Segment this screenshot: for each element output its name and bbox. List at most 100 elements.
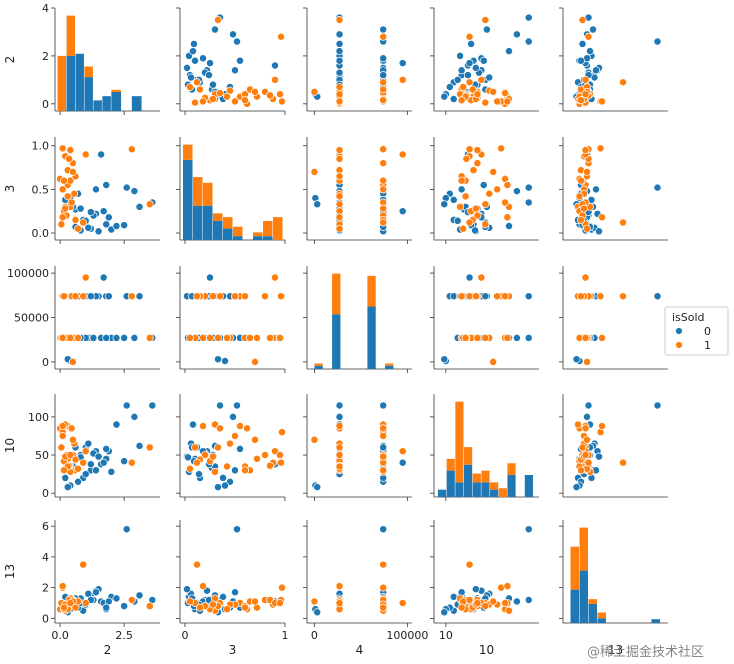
scatter-point-1 — [310, 435, 319, 444]
scatter-point-1 — [619, 218, 627, 227]
y-tick-label: 0.0 — [32, 227, 50, 240]
y-tick-label: 100 — [28, 411, 49, 424]
scatter-point-0 — [465, 59, 474, 68]
scatter-point-1 — [58, 213, 67, 222]
hist-bar-0 — [213, 220, 223, 240]
legend-label-1: 1 — [704, 339, 711, 352]
scatter-point-0 — [231, 466, 239, 475]
hist-bar-0 — [597, 618, 606, 623]
scatter-point-1 — [127, 145, 136, 154]
scatter-point-0 — [479, 56, 488, 65]
y-tick-label: 50000 — [14, 312, 49, 325]
scatter-point-0 — [102, 220, 111, 229]
scatter-point-1 — [58, 422, 67, 430]
scatter-point-1 — [127, 292, 136, 301]
scatter-point-1 — [223, 333, 231, 342]
scatter-point-0 — [335, 401, 344, 410]
scatter-point-1 — [65, 154, 74, 163]
scatter-point-1 — [469, 166, 478, 175]
scatter-point-0 — [184, 453, 192, 462]
hist-bar-1 — [203, 182, 213, 206]
scatter-point-1 — [473, 599, 482, 607]
scatter-point-1 — [214, 16, 222, 24]
scatter-point-1 — [243, 424, 251, 433]
scatter-point-1 — [310, 87, 319, 96]
y-tick-label: 2 — [42, 582, 49, 595]
scatter-point-1 — [335, 443, 344, 452]
scatter-point-1 — [481, 200, 490, 209]
scatter-point-0 — [195, 470, 203, 479]
scatter-point-0 — [595, 452, 603, 461]
scatter-point-1 — [58, 333, 67, 342]
scatter-point-1 — [186, 464, 194, 473]
scatter-point-1 — [216, 89, 224, 97]
hist-bar-1 — [367, 275, 376, 307]
scatter-point-0 — [99, 207, 108, 216]
scatter-point-1 — [335, 192, 344, 201]
scatter-point-1 — [619, 292, 627, 301]
scatter-point-1 — [193, 78, 201, 87]
scatter-point-1 — [67, 198, 76, 207]
hist-bar-1 — [579, 527, 588, 571]
scatter-point-0 — [379, 25, 388, 34]
scatter-point-1 — [266, 91, 274, 100]
scatter-point-1 — [598, 333, 606, 342]
scatter-point-1 — [276, 599, 284, 607]
scatter-point-1 — [60, 176, 68, 185]
hist-bar-0 — [314, 365, 323, 369]
scatter-point-0 — [440, 608, 449, 617]
scatter-point-0 — [233, 525, 241, 534]
scatter-point-0 — [524, 183, 533, 192]
panel-13-vs-2: 0 2 4 6 0.0 2.5 — [42, 520, 160, 642]
scatter-point-1 — [231, 432, 239, 440]
scatter-point-1 — [471, 292, 480, 301]
scatter-point-0 — [130, 187, 139, 196]
scatter-point-1 — [485, 189, 494, 198]
scatter-point-0 — [122, 183, 131, 192]
scatter-point-1 — [379, 159, 388, 168]
scatter-point-1 — [583, 435, 591, 444]
scatter-point-1 — [209, 292, 217, 301]
hist-bar-1 — [273, 217, 283, 240]
scatter-point-1 — [214, 443, 222, 452]
scatter-point-0 — [584, 401, 593, 410]
scatter-point-1 — [398, 447, 407, 456]
scatter-point-1 — [68, 435, 77, 444]
legend: isSold 0 1 — [664, 306, 729, 356]
scatter-point-1 — [236, 422, 244, 430]
scatter-point-0 — [479, 181, 488, 189]
scatter-point-0 — [99, 458, 108, 467]
scatter-point-1 — [335, 97, 344, 106]
scatter-point-0 — [135, 202, 144, 211]
scatter-point-1 — [79, 560, 88, 569]
hist-bar-0 — [472, 482, 481, 497]
hist-bar-1 — [84, 66, 93, 78]
scatter-point-1 — [216, 424, 224, 433]
scatter-point-0 — [94, 227, 103, 236]
scatter-point-0 — [112, 594, 121, 603]
scatter-point-0 — [92, 588, 100, 597]
scatter-point-0 — [231, 66, 239, 75]
scatter-point-1 — [223, 605, 231, 614]
hist-bar-1 — [481, 470, 490, 483]
scatter-point-0 — [183, 585, 191, 594]
scatter-point-1 — [71, 292, 80, 301]
scatter-point-0 — [524, 13, 533, 22]
scatter-point-0 — [440, 92, 449, 101]
scatter-point-1 — [277, 458, 285, 467]
scatter-point-1 — [379, 32, 388, 41]
scatter-point-0 — [102, 333, 111, 342]
scatter-point-1 — [335, 422, 344, 430]
scatter-point-1 — [81, 599, 90, 607]
scatter-point-1 — [379, 218, 388, 227]
scatter-point-1 — [276, 90, 284, 99]
scatter-point-0 — [229, 30, 237, 39]
scatter-point-1 — [199, 97, 207, 106]
scatter-point-1 — [277, 292, 285, 301]
scatter-point-0 — [457, 66, 466, 75]
panel-4-vs-10 — [430, 266, 539, 373]
scatter-point-1 — [456, 202, 465, 211]
scatter-point-0 — [335, 412, 344, 421]
scatter-point-1 — [489, 357, 498, 366]
